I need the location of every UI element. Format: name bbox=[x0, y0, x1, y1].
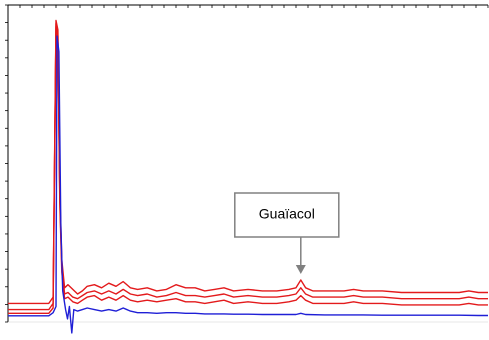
annotation-group: Guaïacol bbox=[234, 192, 340, 275]
series-group bbox=[8, 19, 488, 334]
axes bbox=[5, 4, 489, 323]
annotation-arrow-head bbox=[295, 265, 306, 275]
series-line-4 bbox=[8, 35, 488, 334]
series-line-1 bbox=[8, 19, 488, 305]
series-line-2 bbox=[8, 22, 488, 311]
annotation-box bbox=[234, 192, 340, 238]
series-line-3 bbox=[8, 26, 488, 314]
annotation-label: Guaïacol bbox=[259, 206, 315, 222]
